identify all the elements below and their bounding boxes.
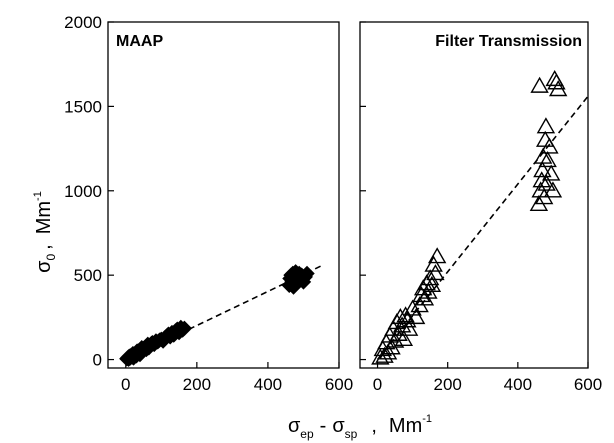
x-tick-label: 600 (574, 375, 602, 394)
data-point (422, 275, 442, 292)
x-axis-label: σep - σsp, Mm-1 (288, 413, 432, 441)
y-tick-label: 2000 (64, 13, 102, 32)
data-point (548, 80, 568, 97)
data-point (176, 320, 193, 337)
data-point (424, 255, 443, 272)
panel-title: Filter Transmission (435, 33, 582, 50)
y-tick-label: 500 (74, 266, 102, 285)
data-point (541, 164, 561, 181)
x-tick-label: 600 (325, 375, 353, 394)
plot-frame (359, 21, 589, 369)
data-point (535, 130, 555, 147)
data-point (392, 316, 412, 333)
data-point (299, 265, 315, 282)
y-tick-label: 0 (93, 351, 102, 370)
data-point (391, 307, 410, 325)
x-tick-label: 0 (373, 375, 382, 394)
data-point (371, 348, 390, 365)
data-point (427, 247, 447, 264)
y-tick-label: 1000 (64, 182, 102, 201)
x-tick-label: 200 (183, 375, 211, 394)
data-point (394, 329, 414, 347)
x-tick-label: 400 (504, 375, 532, 394)
y-axis-label: σ0,Mm-1 (32, 191, 58, 273)
data-point (536, 117, 556, 134)
x-tick-label: 200 (434, 375, 462, 394)
data-point (547, 73, 566, 90)
panel-filter-transmission: 0 200 400 600 Filter Transmission (359, 21, 602, 394)
data-point (540, 137, 559, 154)
x-tick-label: 400 (254, 375, 282, 394)
panel-maap: 0 200 400 600 0 500 1000 1500 2000 MAAP (64, 13, 353, 394)
data-point (420, 269, 440, 286)
data-point (375, 346, 394, 363)
data-point (398, 311, 417, 328)
data-point (426, 264, 445, 281)
data-point (399, 319, 419, 336)
panel-title: MAAP (116, 33, 163, 50)
data-point (538, 150, 557, 168)
y-tick-label: 1500 (64, 97, 102, 116)
data-point (533, 161, 552, 178)
data-point (533, 147, 553, 164)
plot-frame (107, 21, 340, 369)
data-point (537, 174, 556, 191)
data-point (406, 307, 426, 325)
x-tick-label: 0 (121, 375, 130, 394)
data-point (543, 181, 563, 198)
fit-line (376, 95, 589, 361)
data-point (530, 76, 549, 93)
